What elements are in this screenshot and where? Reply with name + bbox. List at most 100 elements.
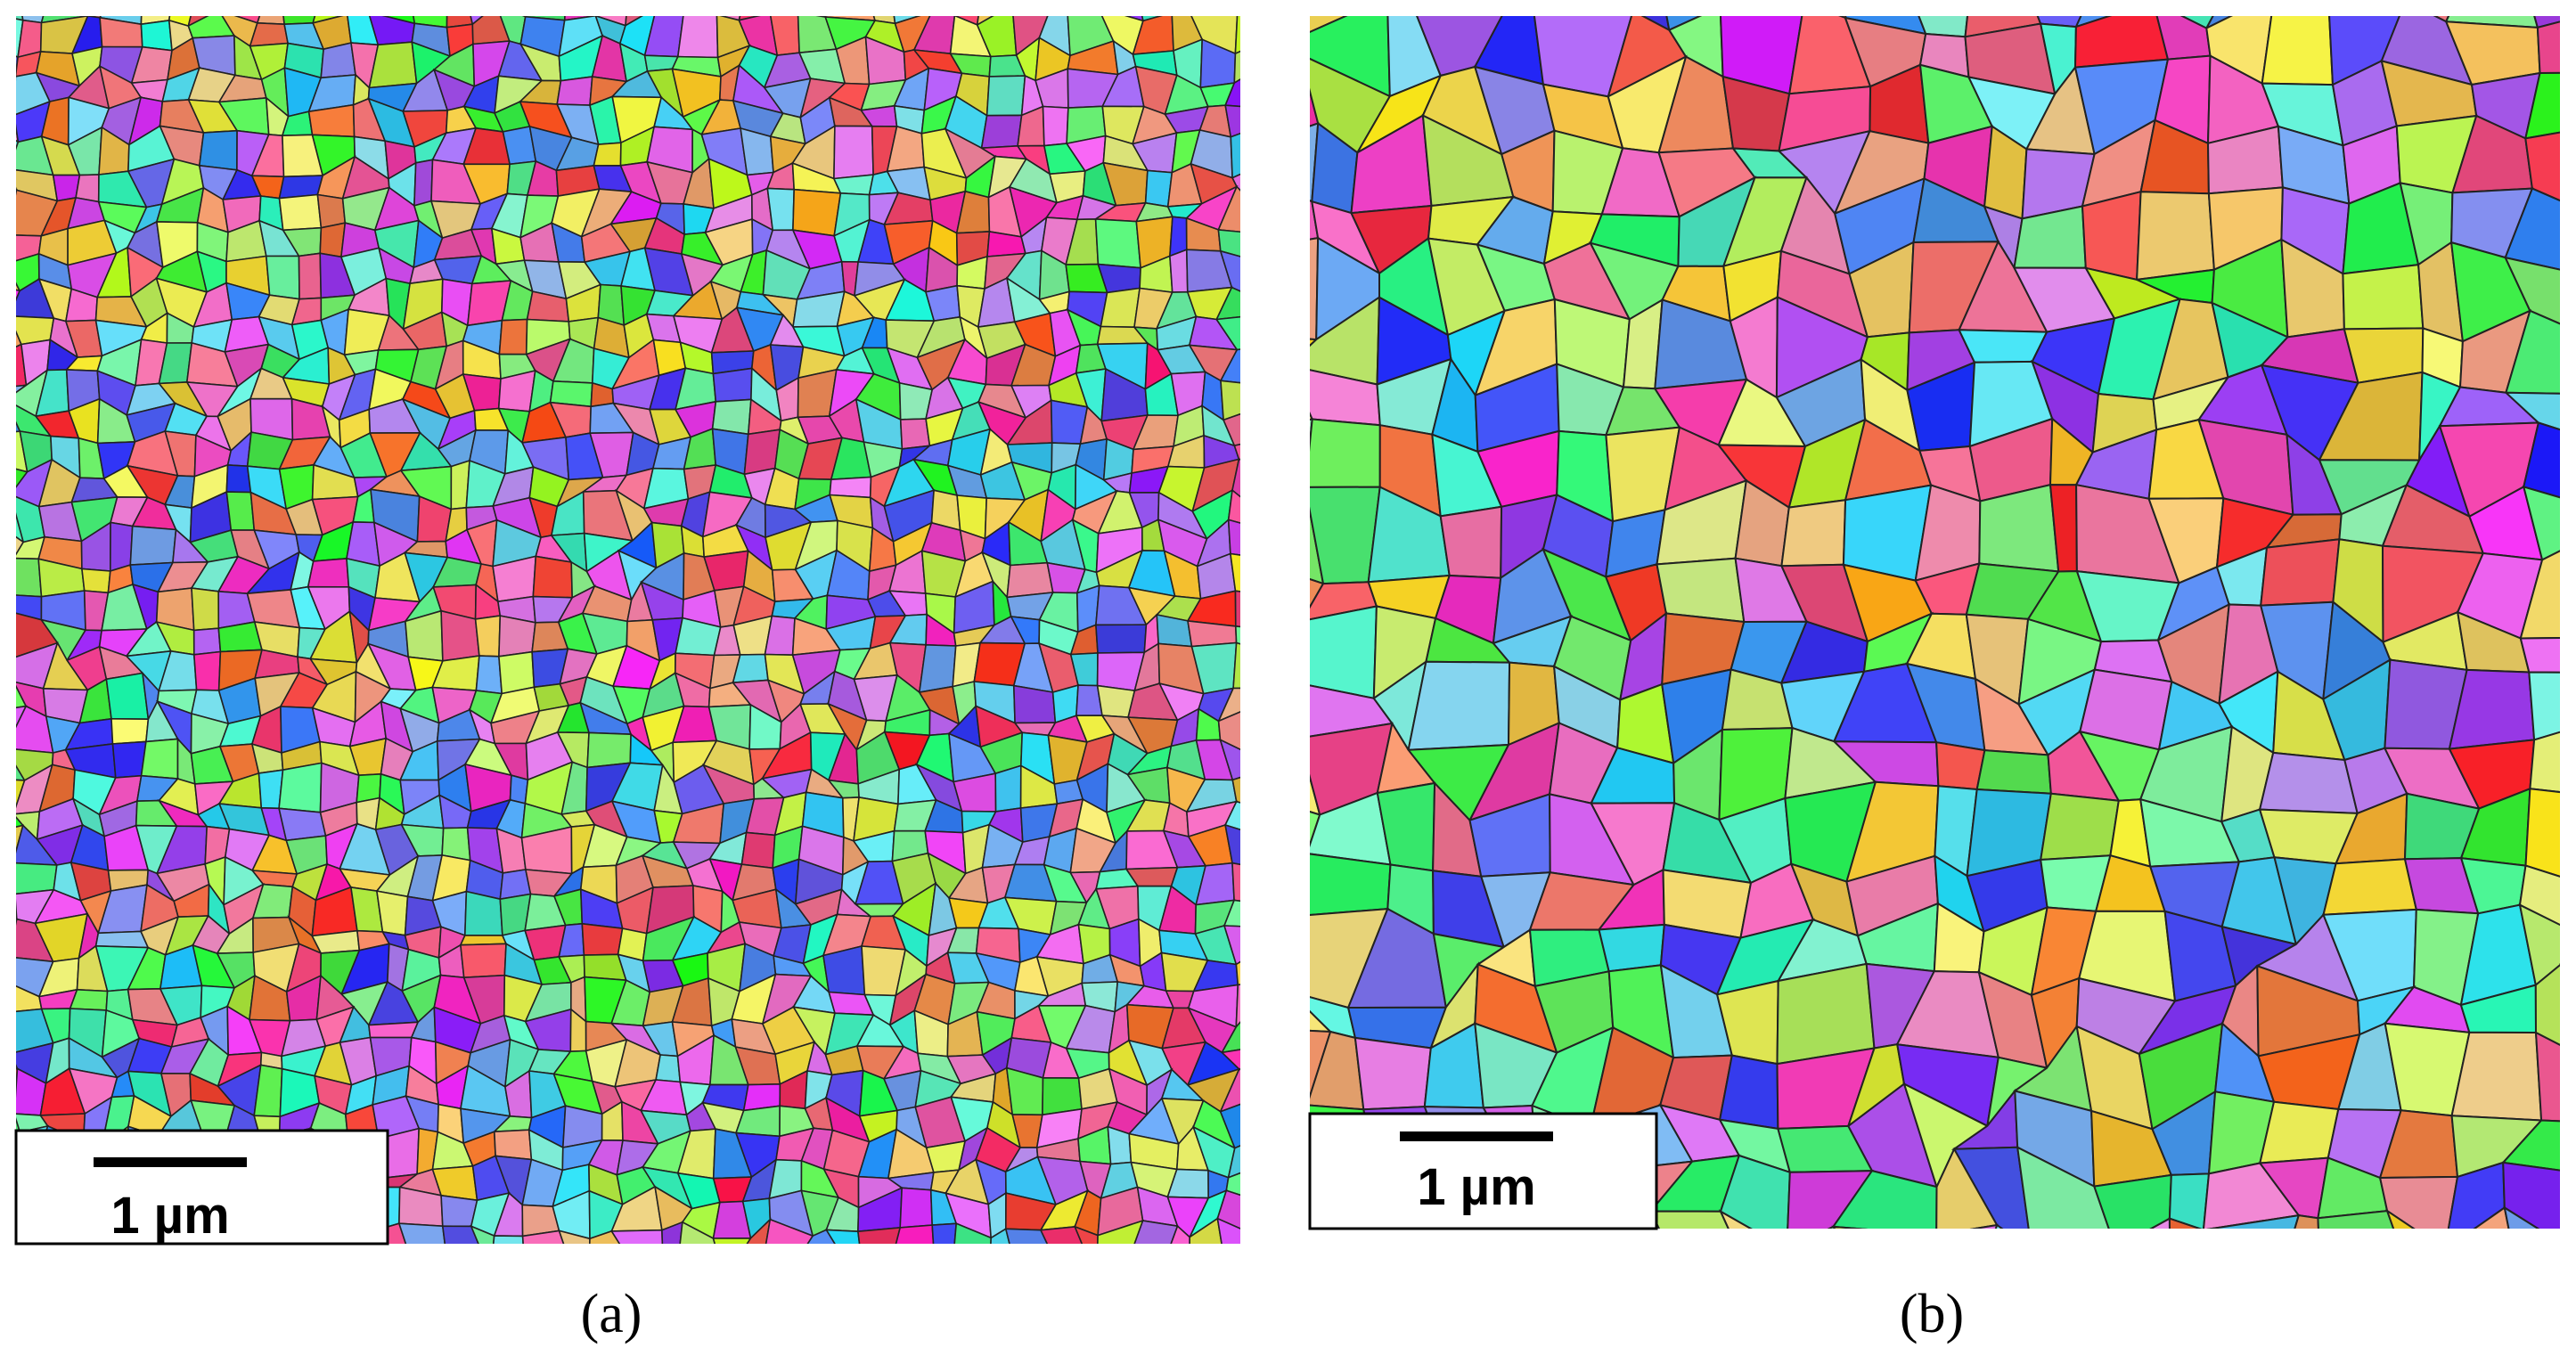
grain	[2502, 1161, 2560, 1229]
grain	[2378, 1175, 2459, 1229]
grain	[1310, 236, 1320, 341]
grain	[1219, 348, 1240, 384]
grain	[0, 660, 13, 685]
grain	[410, 1257, 448, 1293]
grain	[1251, 505, 1292, 540]
grain	[593, 142, 622, 167]
grain	[653, 0, 687, 10]
grain	[192, 1265, 226, 1293]
grain	[110, 717, 150, 745]
grain	[445, 1248, 480, 1282]
grain	[1952, 1146, 2030, 1229]
grain	[1233, 443, 1240, 461]
grain	[953, 1222, 993, 1244]
grain	[1047, 0, 1079, 13]
grain	[1231, 458, 1240, 498]
grain	[0, 613, 14, 661]
grain	[2565, 848, 2576, 927]
grain	[1190, 16, 1193, 17]
grain	[446, 16, 474, 29]
grain	[2523, 421, 2560, 499]
grain	[899, 418, 931, 450]
grain	[1223, 925, 1240, 966]
grain	[861, 1253, 905, 1280]
grain	[1234, 16, 1240, 55]
grain	[1249, 377, 1296, 411]
grain	[1957, 1283, 2057, 1356]
grain	[1235, 984, 1240, 1029]
grain	[2528, 671, 2560, 741]
grain	[463, 890, 503, 936]
grain	[1236, 683, 1308, 766]
grain	[2168, 1172, 2211, 1229]
grain	[2385, 1208, 2416, 1229]
grain	[2524, 131, 2560, 202]
grain	[1249, 0, 1286, 27]
grain	[460, 943, 507, 979]
grain	[397, 1222, 446, 1244]
grain	[1653, 1284, 1756, 1349]
grain	[770, 0, 801, 13]
grain	[256, 16, 286, 26]
grain	[1219, 1103, 1240, 1149]
grain	[1214, 315, 1240, 351]
grain	[765, 1250, 806, 1289]
grain	[140, 738, 179, 780]
grain	[1838, 16, 1847, 20]
grain	[16, 188, 18, 196]
grain	[2272, 0, 2336, 11]
grain	[2168, 1217, 2203, 1229]
grain	[676, 16, 719, 59]
scale-box	[1308, 1112, 1658, 1230]
grain	[1227, 488, 1240, 524]
grain	[1247, 187, 1296, 233]
scale-line	[94, 1157, 247, 1167]
grain	[192, 650, 222, 691]
grain	[307, 558, 350, 588]
grain	[278, 193, 323, 232]
scale-bar-a: 1 µm	[14, 1129, 389, 1246]
grain	[105, 672, 150, 721]
grain	[586, 731, 632, 769]
grain	[1255, 37, 1294, 70]
grain	[1129, 1259, 1162, 1292]
grain	[583, 1250, 624, 1286]
grain	[1310, 605, 1378, 700]
grain	[2294, 1213, 2319, 1229]
grain	[1249, 1287, 1321, 1356]
grain	[2049, 1270, 2114, 1356]
grain	[792, 188, 842, 237]
grain	[1532, 0, 1633, 11]
grain	[1264, 864, 1292, 904]
grain	[1220, 1049, 1240, 1071]
grain	[1781, 1269, 1865, 1356]
grain	[833, 125, 874, 180]
grain	[1249, 703, 1294, 755]
grain	[53, 1247, 79, 1290]
grain	[1827, 1225, 1836, 1229]
grain	[343, 1256, 369, 1297]
grain	[316, 193, 347, 229]
grain	[2170, 1289, 2212, 1356]
grain	[1249, 409, 1282, 438]
grain	[1216, 1189, 1240, 1229]
grain	[918, 643, 957, 694]
grain	[140, 19, 173, 52]
grain	[1224, 823, 1240, 866]
grain	[16, 186, 18, 192]
grain	[1656, 557, 1746, 624]
grain	[375, 890, 409, 936]
grain	[2149, 1217, 2171, 1229]
grain	[2503, 1205, 2540, 1229]
grain	[609, 1229, 664, 1244]
grain	[1259, 127, 1287, 176]
grain	[198, 129, 238, 171]
grain	[1776, 962, 1876, 1066]
grain	[2570, 1236, 2576, 1295]
grain	[16, 918, 18, 927]
grain	[1234, 590, 1240, 628]
grain	[2136, 191, 2215, 282]
grain	[1439, 505, 1503, 579]
grain	[0, 1005, 15, 1054]
grain	[2505, 309, 2560, 395]
